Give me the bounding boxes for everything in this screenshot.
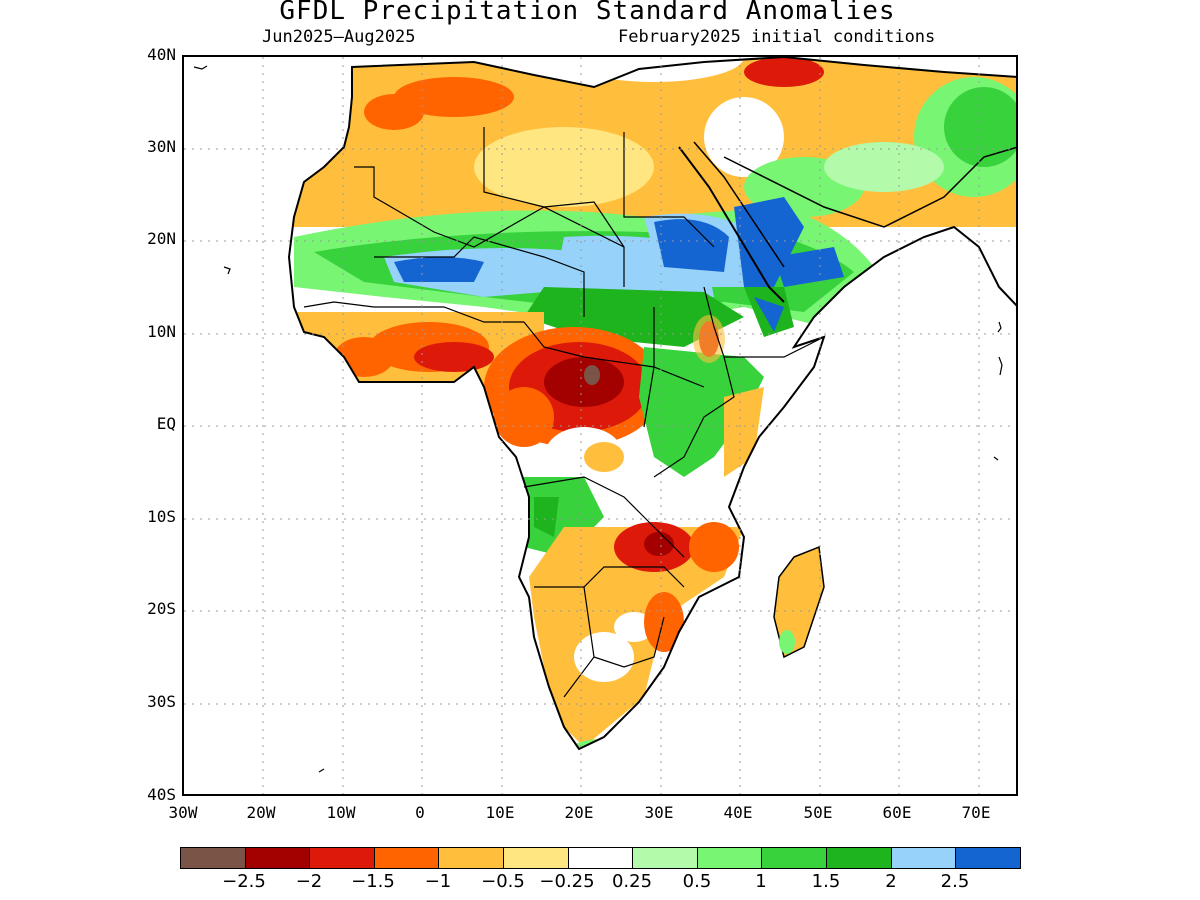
lon-label-70e: 70E — [961, 803, 991, 822]
colorbar-label: −0.5 — [481, 871, 525, 892]
colorbar-swatch — [632, 847, 698, 869]
colorbar-label: 1.5 — [811, 871, 841, 892]
lon-label-20w: 20W — [246, 803, 276, 822]
forecast-period: Jun2025–Aug2025 — [262, 27, 416, 47]
lon-label-30w: 30W — [168, 803, 198, 822]
lon-label-10w: 10W — [326, 803, 356, 822]
colorbar-swatch — [761, 847, 827, 869]
lat-label-40n: 40N — [147, 45, 176, 64]
lon-label-30e: 30E — [644, 803, 674, 822]
lat-label-30s: 30S — [147, 692, 176, 711]
colorbar-label: −0.25 — [539, 871, 595, 892]
colorbar-swatch — [438, 847, 504, 869]
lat-label-20s: 20S — [147, 599, 176, 618]
colorbar-label: 1 — [755, 871, 767, 892]
colorbar-label: 2.5 — [940, 871, 970, 892]
colorbar-swatch — [244, 847, 311, 869]
chart-title: GFDL Precipitation Standard Anomalies — [279, 0, 896, 26]
colorbar-label: 2 — [885, 871, 897, 892]
lon-label-0: 0 — [415, 803, 425, 822]
lat-label-30n: 30N — [147, 137, 176, 156]
lat-label-40s: 40S — [147, 785, 176, 804]
colorbar-swatch — [826, 847, 892, 869]
lon-label-50e: 50E — [803, 803, 833, 822]
lat-label-10s: 10S — [147, 507, 176, 526]
colorbar-label: 0.5 — [682, 871, 712, 892]
lon-label-20e: 20E — [564, 803, 594, 822]
colorbar-swatch — [180, 847, 246, 869]
lat-label-20n: 20N — [147, 229, 176, 248]
colorbar-swatch — [890, 847, 957, 869]
colorbar-swatch — [567, 847, 634, 869]
colorbar-label: 0.25 — [611, 871, 653, 892]
colorbar-swatch — [309, 847, 375, 869]
lon-label-40e: 40E — [723, 803, 753, 822]
colorbar-label: −1 — [424, 871, 452, 892]
map-frame — [182, 55, 1018, 796]
lat-label-eq: EQ — [156, 414, 176, 433]
colorbar-label: −2 — [295, 871, 323, 892]
colorbar-swatch — [373, 847, 440, 869]
initial-conditions: February2025 initial conditions — [618, 27, 936, 47]
colorbar-label: −2.5 — [222, 871, 266, 892]
lat-label-10n: 10N — [147, 322, 176, 341]
colorbar-swatch — [955, 847, 1021, 869]
anomaly-map — [184, 57, 1016, 794]
colorbar-label: −1.5 — [351, 871, 395, 892]
lon-label-10e: 10E — [485, 803, 515, 822]
colorbar-swatch — [696, 847, 763, 869]
lon-label-60e: 60E — [882, 803, 912, 822]
colorbar-swatch — [503, 847, 569, 869]
